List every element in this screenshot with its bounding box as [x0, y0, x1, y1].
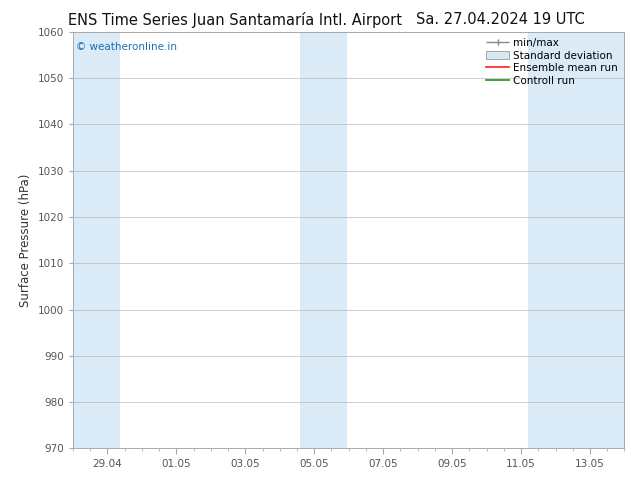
- Text: ENS Time Series Juan Santamaría Intl. Airport: ENS Time Series Juan Santamaría Intl. Ai…: [68, 12, 401, 28]
- Legend: min/max, Standard deviation, Ensemble mean run, Controll run: min/max, Standard deviation, Ensemble me…: [483, 35, 621, 89]
- Y-axis label: Surface Pressure (hPa): Surface Pressure (hPa): [19, 173, 32, 307]
- Bar: [527, 32, 624, 448]
- Bar: [301, 32, 347, 448]
- Text: © weatheronline.in: © weatheronline.in: [75, 42, 177, 52]
- Bar: [73, 32, 120, 448]
- Text: Sa. 27.04.2024 19 UTC: Sa. 27.04.2024 19 UTC: [417, 12, 585, 27]
